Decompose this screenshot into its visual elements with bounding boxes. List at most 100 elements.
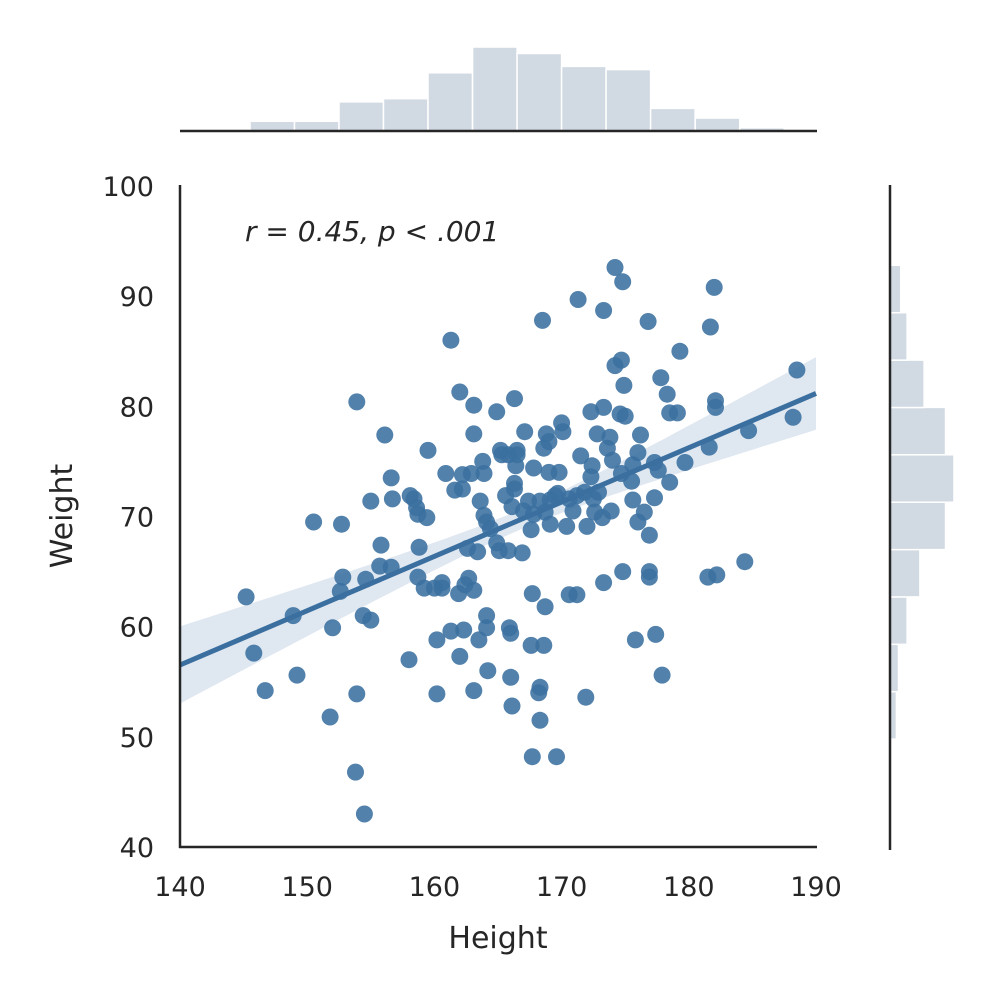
scatter-point xyxy=(701,318,719,336)
scatter-point xyxy=(604,451,621,469)
scatter-point xyxy=(428,631,446,649)
y-histogram-bar xyxy=(889,311,908,361)
scatter-point xyxy=(661,473,679,491)
scatter-point xyxy=(523,585,541,603)
scatter-point xyxy=(569,291,587,308)
scatter-point xyxy=(503,697,521,715)
y-tick-label: 90 xyxy=(120,282,154,313)
x-tick-label: 190 xyxy=(790,872,842,903)
scatter-point xyxy=(784,408,802,426)
y-histogram-bar xyxy=(889,596,908,646)
scatter-point xyxy=(602,502,620,520)
scatter-point xyxy=(534,311,551,329)
scatter-point xyxy=(465,425,483,443)
scatter-point xyxy=(372,536,390,554)
scatter-point xyxy=(788,361,806,379)
scatter-point xyxy=(595,574,613,592)
x-histogram-bar xyxy=(516,52,563,132)
scatter-point xyxy=(623,472,641,490)
y-axis-label: Weight xyxy=(45,464,80,569)
scatter-point xyxy=(736,553,754,571)
scatter-point xyxy=(541,515,559,533)
scatter-point xyxy=(577,688,595,706)
scatter-point xyxy=(522,521,540,539)
scatter-point xyxy=(471,492,489,510)
x-histogram-bar xyxy=(293,120,340,132)
scatter-point xyxy=(428,685,446,703)
scatter-point xyxy=(583,457,601,475)
scatter-point xyxy=(333,515,350,533)
scatter-point xyxy=(455,621,473,639)
y-tick-label: 40 xyxy=(120,833,154,864)
scatter-point xyxy=(550,463,568,481)
scatter-point xyxy=(614,273,632,291)
scatter-point xyxy=(465,682,483,700)
x-histogram-bar xyxy=(560,65,607,132)
scatter-point xyxy=(564,502,582,520)
scatter-point xyxy=(595,398,613,416)
y-histogram-bar xyxy=(889,359,925,409)
y-histogram-bar xyxy=(889,501,947,551)
scatter-point xyxy=(245,644,263,662)
scatter-point xyxy=(347,763,364,781)
y-histogram-bar xyxy=(889,548,921,598)
x-tick-label: 170 xyxy=(536,872,588,903)
scatter-point xyxy=(601,428,619,446)
scatter-point xyxy=(433,579,451,597)
scatter-point xyxy=(418,509,436,527)
y-tick-label: 100 xyxy=(102,172,154,203)
x-histogram-bar xyxy=(338,101,385,132)
scatter-point xyxy=(640,526,658,544)
scatter-point xyxy=(578,517,596,535)
scatter-point xyxy=(355,805,373,823)
scatter-point xyxy=(479,662,497,680)
scatter-point xyxy=(288,666,306,684)
scatter-point xyxy=(419,441,437,459)
y-marginal-histogram xyxy=(889,264,955,740)
scatter-point xyxy=(676,454,694,471)
scatter-point xyxy=(382,469,400,487)
x-tick-labels: 140 150 160 170 180 190 xyxy=(154,872,842,903)
scatter-point xyxy=(256,682,274,700)
scatter-point xyxy=(462,465,480,482)
scatter-point xyxy=(442,331,460,349)
scatter-point xyxy=(572,447,590,465)
scatter-point xyxy=(305,513,323,531)
scatter-point xyxy=(475,465,493,482)
scatter-point xyxy=(465,396,483,414)
x-histogram-bar xyxy=(382,97,429,132)
scatter-point xyxy=(705,278,723,296)
scatter-point xyxy=(540,433,558,451)
x-tick-label: 140 xyxy=(154,872,206,903)
regression-line xyxy=(179,391,817,668)
scatter-points xyxy=(237,259,806,823)
x-tick-label: 180 xyxy=(663,872,715,903)
scatter-point xyxy=(668,404,686,422)
x-marginal-histogram xyxy=(249,46,785,132)
scatter-point xyxy=(478,607,496,625)
scatter-point xyxy=(362,492,380,510)
scatter-point xyxy=(535,636,553,654)
scatter-point xyxy=(671,342,689,360)
scatter-point xyxy=(616,407,634,425)
scatter-point xyxy=(400,651,418,669)
scatter-point xyxy=(324,619,342,637)
scatter-point xyxy=(516,423,534,441)
scatter-point xyxy=(453,480,471,498)
scatter-point xyxy=(626,631,644,649)
scatter-point xyxy=(635,503,653,521)
scatter-point xyxy=(478,619,496,637)
scatter-point xyxy=(652,369,670,387)
scatter-point xyxy=(548,748,565,766)
y-histogram-bar xyxy=(889,264,902,314)
scatter-point xyxy=(708,566,726,584)
scatter-point xyxy=(508,441,526,459)
y-tick-label: 60 xyxy=(120,613,154,644)
scatter-point xyxy=(525,459,543,477)
y-tick-label: 50 xyxy=(120,723,154,754)
scatter-point xyxy=(237,588,255,606)
scatter-point xyxy=(502,668,520,686)
y-histogram-bar xyxy=(889,454,955,503)
scatter-point xyxy=(595,302,613,319)
